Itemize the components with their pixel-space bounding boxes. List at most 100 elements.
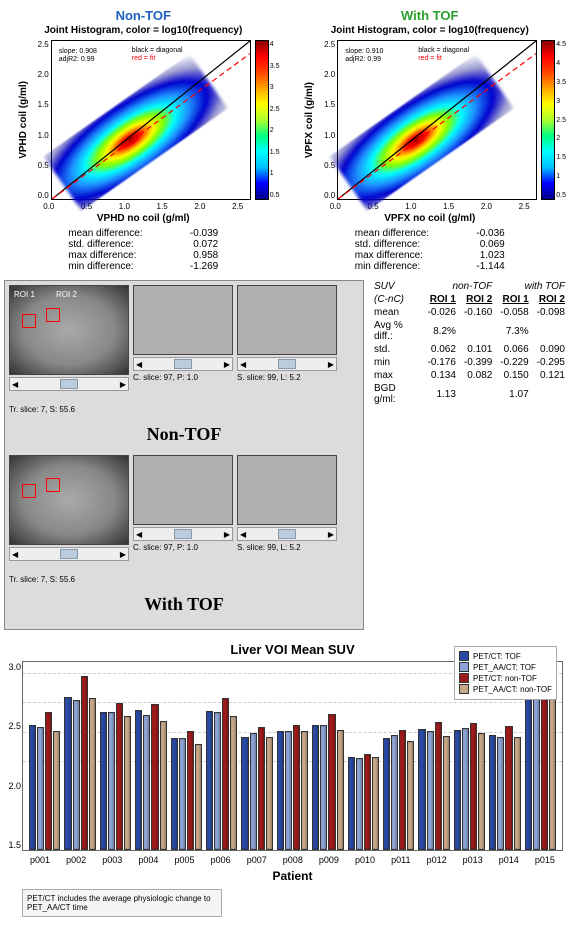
table-row-label: Avg % diff.: — [370, 319, 424, 343]
bar — [187, 731, 194, 850]
table-cell: 8.2% — [424, 319, 460, 343]
x-tick: p005 — [174, 855, 194, 865]
table-cell: -0.160 — [460, 306, 496, 319]
bar — [372, 757, 379, 850]
xticks-left: 0.00.51.01.52.02.5 — [43, 200, 243, 211]
tr-slice-cap: Tr. slice: 7, S: 55.6 — [9, 405, 129, 414]
th-nontof: non-TOF — [424, 280, 497, 293]
bar — [135, 710, 142, 850]
bar — [505, 726, 512, 850]
x-tick: p002 — [66, 855, 86, 865]
bar — [383, 738, 390, 850]
panel-a-histograms: Non-TOF Joint Histogram, color = log10(f… — [0, 0, 573, 276]
table-cell: 0.062 — [424, 343, 460, 356]
table-cell: 1.13 — [424, 382, 460, 406]
scrollbar[interactable]: ◀▶ — [237, 527, 337, 541]
tr-slice-cap: Tr. slice: 7, S: 55.6 — [9, 575, 129, 584]
th-suv: SUV — [370, 280, 424, 293]
sagittal-withtof — [237, 455, 337, 525]
bar — [478, 733, 485, 851]
inset-right: slope: 0.910 adjR2: 0.99 — [344, 47, 384, 66]
table-cell: -0.176 — [424, 356, 460, 369]
scrollbar[interactable]: ◀▶ — [237, 357, 337, 371]
scatter-subtitle-right: Joint Histogram, color = log10(frequency… — [331, 25, 529, 36]
table-cell: 0.066 — [496, 343, 532, 356]
table-cell: 7.3% — [496, 319, 532, 343]
scrollbar[interactable]: ◀▶ — [9, 377, 129, 391]
colorbar-right: 4.543.532.521.510.5 — [541, 40, 555, 200]
bar — [230, 716, 237, 850]
ylabel-right: VPFX coil (g/ml) — [304, 82, 315, 158]
stat-label: std. difference: — [355, 239, 455, 250]
bar — [241, 737, 248, 850]
stat-label: std. difference: — [68, 239, 168, 250]
inset-left: slope: 0.908 adjR2: 0.99 — [58, 47, 98, 66]
scrollbar[interactable]: ◀▶ — [9, 547, 129, 561]
x-tick: p009 — [319, 855, 339, 865]
scrollbar[interactable]: ◀▶ — [133, 527, 233, 541]
bar — [337, 730, 344, 850]
bar — [222, 698, 229, 850]
bar — [37, 727, 44, 850]
cb-ticks-left: 43.532.521.510.5 — [270, 41, 284, 199]
roi2-label: ROI 2 — [56, 290, 77, 299]
nontof-label: Non-TOF — [9, 424, 359, 445]
coronal-nontof — [133, 285, 233, 355]
table-cell: 0.090 — [533, 343, 569, 356]
c-slice-cap: C. slice: 97, P: 1.0 — [133, 543, 233, 552]
scatter-subtitle-left: Joint Histogram, color = log10(frequency… — [44, 25, 242, 36]
panel-b-roi: ROI 1 ROI 2 ◀▶ Tr. slice: 7, S: 55.6 ◀▶ … — [0, 276, 573, 634]
bar — [151, 704, 158, 850]
bar — [454, 730, 461, 850]
stat-label: min difference: — [68, 261, 168, 272]
bar — [549, 688, 556, 850]
stat-label: max difference: — [68, 250, 168, 261]
th-roi2: ROI 2 — [460, 293, 496, 306]
bar — [64, 697, 71, 850]
x-tick: p007 — [247, 855, 267, 865]
table-cell: -0.058 — [496, 306, 532, 319]
stat-value: 0.069 — [455, 239, 505, 250]
bar — [348, 757, 355, 850]
table-cell: -0.399 — [460, 356, 496, 369]
table-cell: -0.026 — [424, 306, 460, 319]
roi1-box — [22, 314, 36, 328]
sagittal-nontof — [237, 285, 337, 355]
ylabel-left: VPHD coil (g/ml) — [18, 81, 29, 159]
x-tick: p011 — [391, 855, 410, 865]
c-xlabel: Patient — [22, 869, 563, 883]
bar — [214, 712, 221, 850]
withtof-label: With TOF — [9, 594, 359, 615]
stat-value: 0.958 — [168, 250, 218, 261]
roi1-box — [22, 484, 36, 498]
bar — [108, 712, 115, 850]
bar — [53, 731, 60, 850]
table-cell: 0.150 — [496, 369, 532, 382]
stat-label: max difference: — [355, 250, 455, 261]
bar — [277, 731, 284, 850]
x-tick: p012 — [427, 855, 447, 865]
bar — [462, 728, 469, 850]
bar — [312, 725, 319, 850]
stats-left: mean difference:-0.039std. difference:0.… — [68, 228, 218, 272]
x-tick: p006 — [211, 855, 231, 865]
xticks-right: 0.00.51.01.52.02.5 — [330, 200, 530, 211]
table-cell: 0.082 — [460, 369, 496, 382]
table-cell — [533, 319, 569, 343]
plot-left: slope: 0.908 adjR2: 0.99 black = diagona… — [51, 40, 251, 200]
bar — [443, 736, 450, 850]
legend-label: PET/CT: TOF — [473, 652, 521, 661]
bar — [497, 737, 504, 850]
bar — [525, 680, 532, 850]
table-cell: 0.134 — [424, 369, 460, 382]
stat-label: min difference: — [355, 261, 455, 272]
scrollbar[interactable]: ◀▶ — [133, 357, 233, 371]
bar — [160, 721, 167, 850]
x-tick: p003 — [102, 855, 122, 865]
th-roi2b: ROI 2 — [533, 293, 569, 306]
coronal-withtof — [133, 455, 233, 525]
legend-swatch — [459, 684, 469, 694]
table-cell — [460, 382, 496, 406]
stat-value: 0.072 — [168, 239, 218, 250]
th-roi1b: ROI 1 — [496, 293, 532, 306]
